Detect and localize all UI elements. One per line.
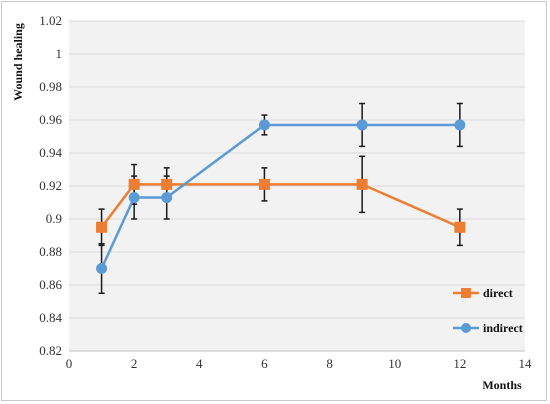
data-point-direct	[258, 178, 270, 190]
data-point-indirect	[258, 119, 270, 131]
x-tick-label: 12	[453, 356, 466, 371]
gridlines	[69, 20, 525, 319]
data-point-indirect	[128, 192, 140, 204]
data-point-direct	[96, 221, 108, 233]
y-tick-label: 0.9	[46, 211, 62, 226]
y-tick-label: 0.84	[39, 310, 62, 325]
data-point-indirect	[356, 119, 368, 131]
y-tick-label: 0.88	[39, 244, 62, 259]
y-tick-label: 0.98	[39, 79, 62, 94]
series-line-indirect	[100, 123, 460, 270]
x-tick-label: 2	[131, 356, 138, 371]
x-tick-label: 10	[388, 356, 401, 371]
legend-label: indirect	[483, 321, 523, 335]
legend-marker	[461, 323, 471, 333]
x-tick-label: 14	[519, 356, 533, 371]
y-tick-label: 0.86	[39, 277, 62, 292]
legend: direct indirect	[453, 286, 523, 335]
x-tick-label: 4	[196, 356, 203, 371]
data-point-indirect	[161, 192, 173, 204]
data-point-direct	[356, 178, 368, 190]
data-point-indirect	[96, 263, 108, 274]
data-point-direct	[454, 221, 466, 233]
data-point-indirect	[454, 119, 466, 131]
y-tick-labels: 0.82 0.84 0.86 0.88 0.9 0.92 0.94 0.96 0.98 1 1.02	[39, 13, 62, 358]
y-tick-label: 0.96	[39, 112, 62, 127]
y-tick-label: 0.82	[39, 343, 62, 358]
y-tick-label: 0.94	[39, 145, 62, 160]
y-tick-label: 0.92	[39, 178, 62, 193]
y-tick-label: 1	[56, 46, 63, 61]
y-tick-label: 1.02	[39, 13, 62, 28]
data-point-direct	[161, 178, 173, 190]
legend-marker	[461, 288, 471, 298]
x-tick-label: 6	[261, 356, 268, 371]
series-line-direct	[100, 183, 461, 229]
x-tick-labels: 0 2 4 6 8 10 12 14	[66, 356, 532, 371]
y-axis-title: Wound healing	[11, 23, 25, 101]
legend-label: direct	[483, 286, 513, 300]
data-point-direct	[128, 178, 140, 190]
x-axis-title: Months	[482, 378, 522, 392]
series-layer	[96, 102, 466, 294]
x-tick-label: 8	[326, 356, 333, 371]
x-tick-label: 0	[66, 356, 73, 371]
